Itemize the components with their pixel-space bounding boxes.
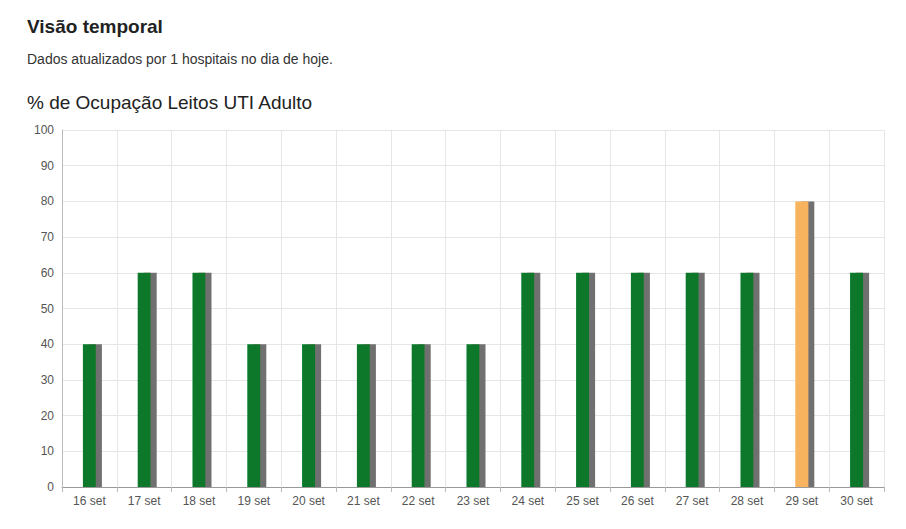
svg-text:27 set: 27 set [676,494,709,508]
svg-text:30: 30 [41,373,55,387]
svg-text:29 set: 29 set [785,494,818,508]
svg-text:28 set: 28 set [731,494,764,508]
svg-text:16 set: 16 set [73,494,106,508]
svg-text:40: 40 [41,337,55,351]
svg-text:70: 70 [41,230,55,244]
svg-text:Dados atualizados por 1 hospit: Dados atualizados por 1 hospitais no dia… [27,51,333,67]
svg-text:10: 10 [41,444,55,458]
svg-text:0: 0 [47,480,54,494]
svg-text:20 set: 20 set [292,494,325,508]
svg-text:18 set: 18 set [183,494,216,508]
svg-text:24 set: 24 set [511,494,544,508]
svg-text:21 set: 21 set [347,494,380,508]
svg-text:30 set: 30 set [840,494,873,508]
svg-text:19 set: 19 set [237,494,270,508]
svg-text:20: 20 [41,409,55,423]
svg-text:80: 80 [41,194,55,208]
svg-text:23 set: 23 set [457,494,490,508]
svg-text:% de Ocupação Leitos UTI Adult: % de Ocupação Leitos UTI Adulto [27,92,312,113]
svg-text:25 set: 25 set [566,494,599,508]
svg-text:26 set: 26 set [621,494,654,508]
svg-text:50: 50 [41,302,55,316]
svg-text:90: 90 [41,159,55,173]
svg-text:22 set: 22 set [402,494,435,508]
svg-text:17 set: 17 set [128,494,161,508]
svg-text:Visão temporal: Visão temporal [27,16,163,37]
svg-text:100: 100 [34,123,54,137]
svg-text:60: 60 [41,266,55,280]
